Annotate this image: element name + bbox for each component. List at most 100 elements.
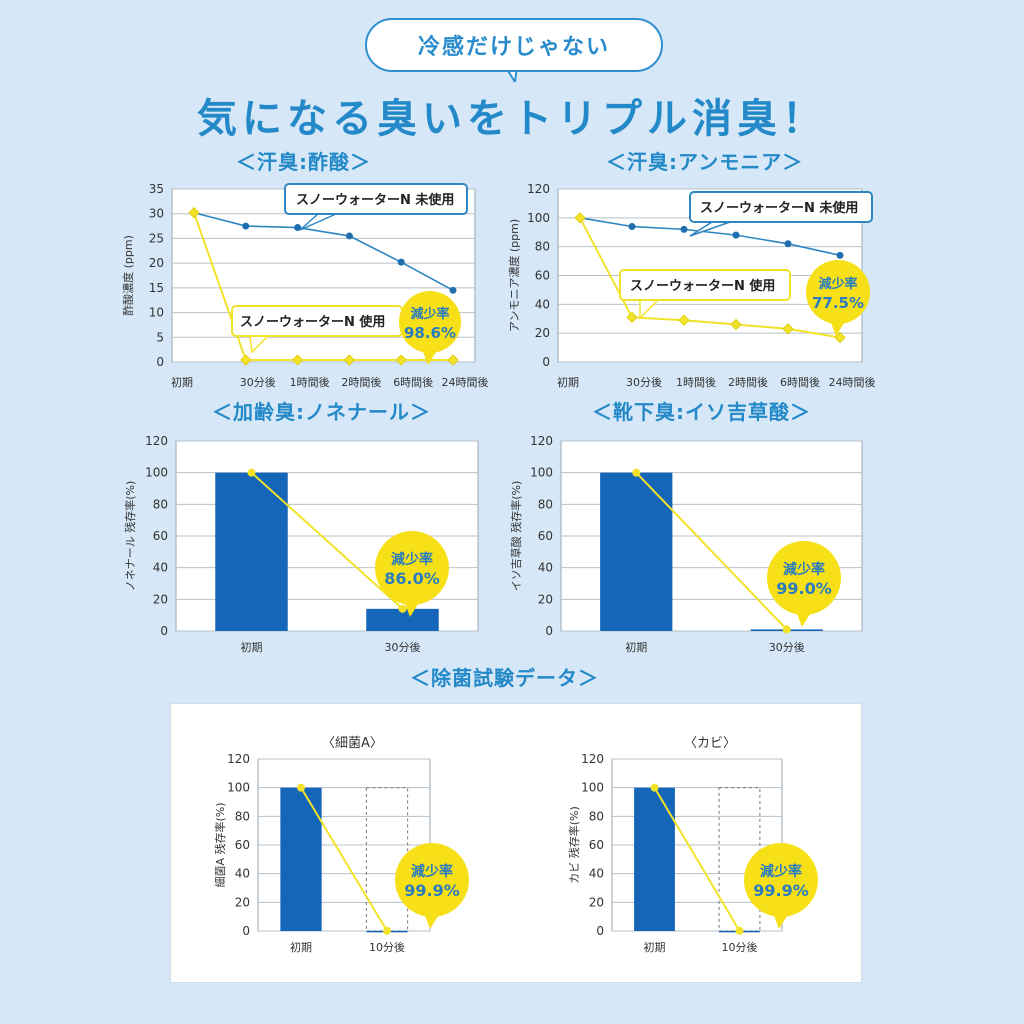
data-point-diamond: [834, 331, 846, 344]
y-tick-label: 100: [581, 781, 604, 795]
x-tick-label: 初期: [557, 375, 579, 389]
y-axis-label: 細菌A 残存率(%): [213, 802, 227, 887]
reduction-badge: [767, 541, 841, 615]
x-tick-label: 2時間後: [341, 375, 381, 389]
x-tick-label: 30分後: [626, 375, 662, 389]
x-tick-label: 30分後: [385, 640, 421, 654]
data-point: [242, 222, 250, 230]
y-axis-label: アンモニア濃度 (ppm): [507, 219, 521, 332]
reduction-badge: [375, 531, 449, 605]
legend-entry: スノーウォーターN 未使用: [296, 192, 454, 208]
reduction-connector: [250, 471, 404, 610]
reduction-badge-label: 減少率: [410, 306, 449, 322]
y-tick-label: 40: [153, 561, 168, 575]
y-tick-label: 20: [149, 256, 164, 270]
section-title-feet-isovaleric: ＜靴下臭:イソ吉草酸＞: [592, 400, 811, 424]
data-point: [628, 222, 636, 230]
reduction-badge-value: 99.9%: [404, 881, 460, 900]
y-tick-label: 20: [153, 592, 168, 606]
y-tick-label: 40: [235, 867, 250, 881]
reduction-badge-label: 減少率: [760, 863, 802, 880]
y-tick-label: 100: [145, 466, 168, 480]
x-tick-label: 2時間後: [728, 375, 768, 389]
data-point: [680, 225, 688, 233]
reduction-badge: [399, 291, 461, 353]
y-tick-label: 35: [149, 182, 164, 196]
data-point: [345, 232, 353, 240]
y-tick-label: 100: [227, 781, 250, 795]
y-tick-label: 40: [535, 297, 550, 311]
data-point-diamond: [626, 311, 638, 324]
legend-callout-box: [689, 191, 873, 223]
x-tick-label: 10分後: [369, 940, 405, 954]
x-tick-label: 初期: [625, 640, 647, 654]
y-tick-label: 0: [156, 355, 164, 369]
y-tick-label: 25: [149, 231, 164, 245]
reduction-badge-pointer: [422, 349, 438, 365]
y-tick-label: 40: [589, 867, 604, 881]
reduction-badge-value: 77.5%: [812, 294, 864, 312]
y-axis-label: イソ吉草酸 残存率(%): [509, 481, 523, 592]
data-point: [732, 231, 740, 239]
bar: [280, 787, 322, 931]
x-tick-label: 10分後: [722, 940, 758, 954]
data-point-diamond: [574, 212, 586, 224]
bar: [366, 608, 439, 631]
x-tick-label: 初期: [290, 940, 312, 954]
data-point-diamond: [395, 354, 407, 366]
data-point: [784, 240, 792, 248]
y-tick-label: 40: [538, 561, 553, 575]
reduction-badge-value: 99.9%: [753, 881, 809, 900]
y-tick-label: 20: [235, 895, 250, 909]
legend-entry: スノーウォーターN 使用: [240, 314, 385, 330]
x-tick-label: 30分後: [769, 640, 805, 654]
y-tick-label: 0: [545, 624, 553, 638]
data-point-diamond: [240, 354, 252, 366]
reduction-badge-pointer: [404, 601, 420, 617]
reduction-badge-pointer: [424, 913, 440, 929]
y-tick-label: 80: [538, 497, 553, 511]
y-tick-label: 80: [535, 240, 550, 254]
reduction-badge: [806, 260, 870, 324]
y-tick-label: 80: [235, 809, 250, 823]
reduction-badge-label: 減少率: [783, 561, 825, 578]
y-tick-label: 20: [538, 592, 553, 606]
y-tick-label: 5: [156, 330, 164, 344]
data-point-diamond: [730, 318, 742, 331]
reduction-badge-label: 減少率: [411, 863, 453, 880]
bar: [600, 472, 673, 631]
x-tick-label: 6時間後: [393, 375, 433, 389]
reduction-connector: [300, 787, 388, 932]
data-point-diamond: [188, 207, 200, 219]
data-point-diamond: [782, 323, 794, 335]
speech-bubble-text: 冷感だけじゃない: [365, 18, 663, 72]
data-point-diamond: [343, 354, 356, 366]
y-tick-label: 0: [160, 624, 168, 638]
y-axis-label: カビ 残存率(%): [567, 806, 581, 884]
data-point: [294, 224, 302, 232]
y-tick-label: 60: [589, 838, 604, 852]
speech-bubble: 冷感だけじゃない: [365, 18, 663, 82]
data-point-diamond: [447, 354, 459, 366]
x-tick-label: 初期: [644, 940, 666, 954]
y-tick-label: 120: [145, 434, 168, 448]
reduction-badge-value: 98.6%: [404, 324, 456, 342]
series-line-unused: [579, 217, 841, 257]
legend-callout-box: [619, 269, 791, 301]
y-tick-label: 60: [235, 838, 250, 852]
reduction-badge-value: 86.0%: [384, 569, 440, 588]
y-tick-label: 100: [527, 211, 550, 225]
y-tick-label: 10: [149, 306, 164, 320]
data-point: [836, 251, 844, 259]
y-tick-label: 120: [527, 182, 550, 196]
y-tick-label: 80: [589, 809, 604, 823]
y-tick-label: 0: [596, 924, 604, 938]
reduction-badge: [395, 843, 469, 917]
legend-entry: スノーウォーターN 未使用: [700, 200, 858, 216]
y-tick-label: 0: [242, 924, 250, 938]
data-point: [397, 258, 405, 266]
data-point-diamond: [678, 314, 690, 326]
x-tick-label: 6時間後: [780, 375, 820, 389]
x-tick-label: 初期: [171, 375, 193, 389]
